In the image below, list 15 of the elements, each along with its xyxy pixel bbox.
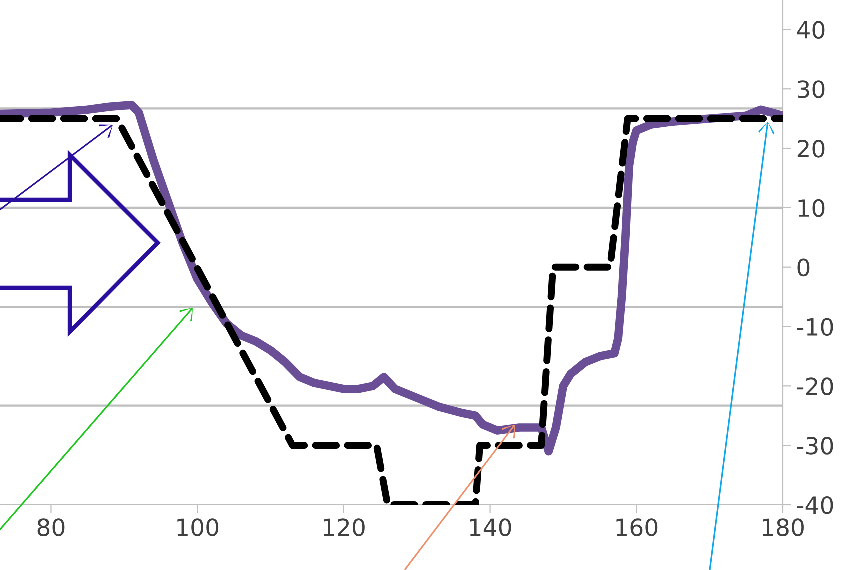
y-tick-label: 20 <box>798 140 825 158</box>
x-tick-label: 100 <box>178 518 219 536</box>
y-tick-label: -10 <box>797 318 834 336</box>
y-tick-label: 0 <box>798 258 810 277</box>
y-tick-label: -20 <box>797 378 834 396</box>
x-tick-label: 180 <box>763 518 804 536</box>
x-tick-label: 140 <box>470 518 512 536</box>
y-tick-label: -30 <box>797 437 834 455</box>
x-tick-label: 120 <box>324 518 365 536</box>
x-tick-label: 80 <box>38 518 65 536</box>
x-tick-label: 160 <box>616 518 658 536</box>
y-tick-label: 10 <box>798 199 825 218</box>
y-tick-label: 30 <box>798 80 825 98</box>
y-tick-label: 40 <box>797 21 825 40</box>
y-tick-label: -40 <box>797 496 834 514</box>
